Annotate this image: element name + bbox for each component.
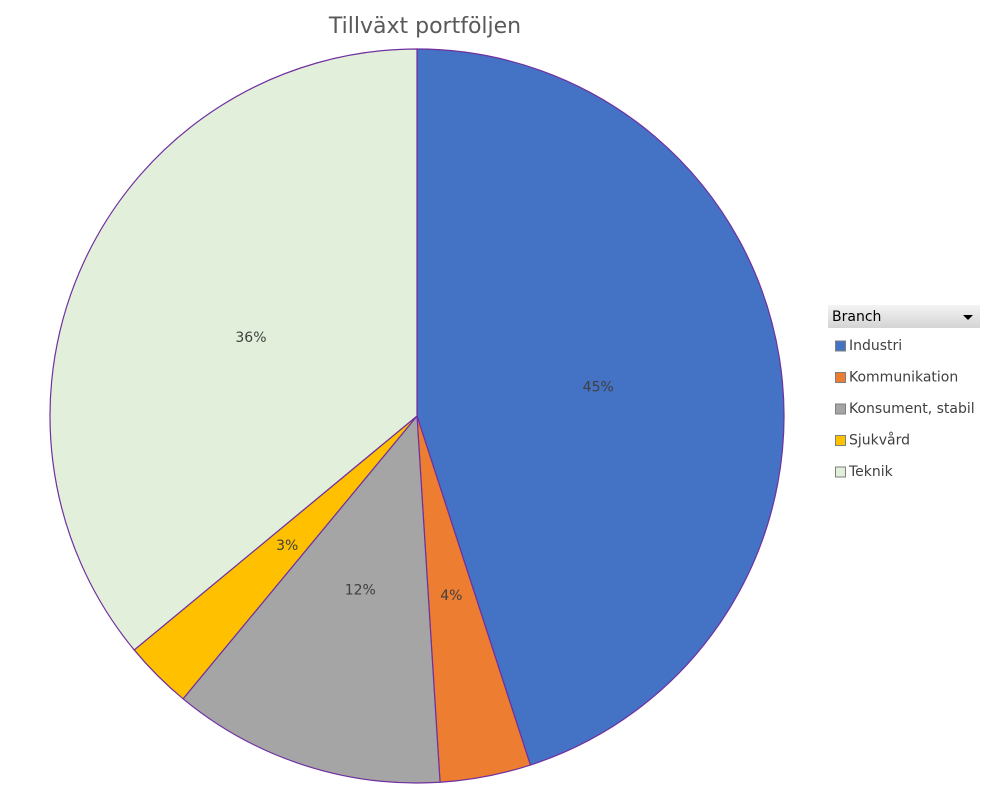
legend-label: Sjukvård	[849, 432, 910, 449]
legend-swatch	[835, 403, 846, 415]
legend-label: Industri	[849, 338, 902, 354]
legend-swatch	[835, 466, 846, 478]
pie-slice	[49, 48, 418, 651]
legend-swatch	[835, 340, 846, 352]
pie: 45% 4% 12% 3% 36%	[49, 48, 785, 784]
data-label: 3%	[276, 538, 298, 554]
legend-title: Branch	[832, 309, 881, 325]
legend-label: Kommunikation	[849, 370, 958, 386]
chart-title: Tillväxt portföljen	[328, 14, 521, 39]
legend-header[interactable]	[828, 305, 980, 328]
legend: Industri Kommunikation Konsument, stabil Sj…	[835, 338, 975, 480]
data-label: 4%	[440, 588, 462, 604]
data-label: 12%	[345, 583, 376, 599]
pie-slice	[416, 48, 785, 766]
data-label: 36%	[235, 330, 266, 346]
pie-slice	[182, 414, 441, 784]
legend-label: Konsument, stabil	[849, 401, 975, 417]
dropdown-arrow[interactable]	[963, 315, 973, 320]
legend-swatch	[835, 372, 846, 383]
legend-swatch	[835, 435, 846, 446]
data-label: 45%	[583, 379, 614, 395]
legend-label: Teknik	[848, 464, 894, 480]
